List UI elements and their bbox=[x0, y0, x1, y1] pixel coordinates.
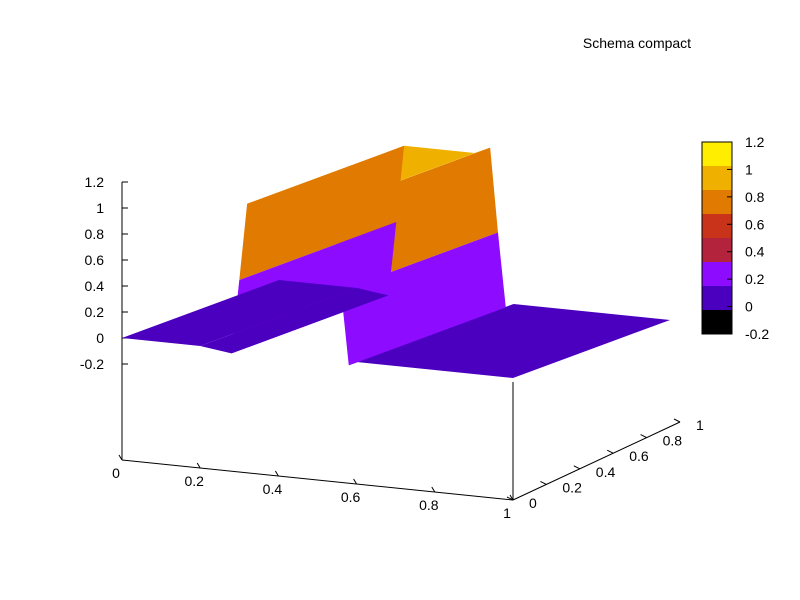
colorbar-frame bbox=[701, 141, 733, 335]
z-tick-label: -0.2 bbox=[80, 356, 104, 372]
z-tick-label: 1 bbox=[96, 200, 104, 216]
x-tick-label: 0.2 bbox=[184, 473, 204, 489]
y-tick bbox=[640, 434, 647, 439]
colorbar-tick-label: 1 bbox=[745, 161, 753, 177]
x-axis-line bbox=[121, 459, 514, 501]
colorbar-swatch bbox=[702, 310, 732, 335]
chart-title: Schema compact bbox=[583, 35, 691, 51]
y-tick-label: 0.8 bbox=[663, 433, 683, 449]
z-tick-label: 0.4 bbox=[85, 278, 105, 294]
y-tick-label: 0.2 bbox=[562, 479, 582, 495]
colorbar-swatch bbox=[702, 190, 732, 215]
x-tick-label: 0 bbox=[112, 465, 120, 481]
surface-facet bbox=[200, 288, 389, 354]
surface-facet bbox=[239, 145, 405, 280]
x-tick-label: 0.8 bbox=[419, 497, 439, 513]
surface-facet bbox=[356, 304, 670, 378]
z-tick-label: 0.6 bbox=[85, 252, 105, 268]
z-tick-label: 0.8 bbox=[85, 226, 105, 242]
x-tick bbox=[509, 494, 514, 501]
surface-facet bbox=[122, 280, 358, 346]
axes: 1.2 1 0.8 0.6 0.4 0.2 0 -0.2 0 0.2 0.4 0.6 0.8 1 0 0.2 0… bbox=[80, 174, 704, 521]
y-tick-label: 0.4 bbox=[596, 464, 616, 480]
y-tick bbox=[506, 496, 514, 501]
surface-facet bbox=[340, 232, 506, 366]
surface bbox=[122, 145, 670, 378]
colorbar-swatch bbox=[702, 142, 732, 167]
colorbar-tick-label: 0.2 bbox=[745, 271, 765, 287]
y-tick bbox=[673, 418, 681, 423]
x-tick bbox=[274, 470, 279, 477]
x-tick-label: 1 bbox=[503, 505, 511, 521]
x-tick bbox=[431, 486, 436, 493]
x-tick bbox=[353, 478, 358, 485]
x-tick bbox=[118, 454, 123, 461]
colorbar-tick-label: -0.2 bbox=[745, 326, 769, 342]
y-axis-line bbox=[512, 421, 681, 501]
colorbar-tick-label: 0.6 bbox=[745, 216, 765, 232]
y-tick bbox=[606, 449, 614, 454]
colorbar-tick-label: 1.2 bbox=[745, 134, 765, 150]
y-tick-label: 0.6 bbox=[629, 448, 649, 464]
colorbar-swatch bbox=[702, 166, 732, 191]
colorbar: 1.2 1 0.8 0.6 0.4 0.2 0 -0.2 bbox=[701, 134, 769, 342]
y-tick-label: 0 bbox=[529, 495, 537, 511]
x-tick bbox=[196, 462, 201, 469]
colorbar-swatch bbox=[702, 262, 732, 287]
z-tick-label: 0 bbox=[96, 330, 104, 346]
colorbar-tick-label: 0.4 bbox=[745, 244, 765, 260]
z-tick-label: 0.2 bbox=[85, 304, 105, 320]
y-tick bbox=[540, 480, 547, 485]
x-tick-label: 0.6 bbox=[341, 489, 361, 505]
colorbar-tick-label: 0 bbox=[745, 299, 753, 315]
colorbar-swatch bbox=[702, 238, 732, 263]
x-tick-label: 0.4 bbox=[263, 481, 283, 497]
colorbar-swatch bbox=[702, 214, 732, 239]
y-tick-label: 1 bbox=[696, 417, 704, 433]
z-tick-label: 1.2 bbox=[85, 174, 105, 190]
colorbar-tick-label: 0.8 bbox=[745, 189, 765, 205]
y-tick bbox=[573, 465, 581, 470]
